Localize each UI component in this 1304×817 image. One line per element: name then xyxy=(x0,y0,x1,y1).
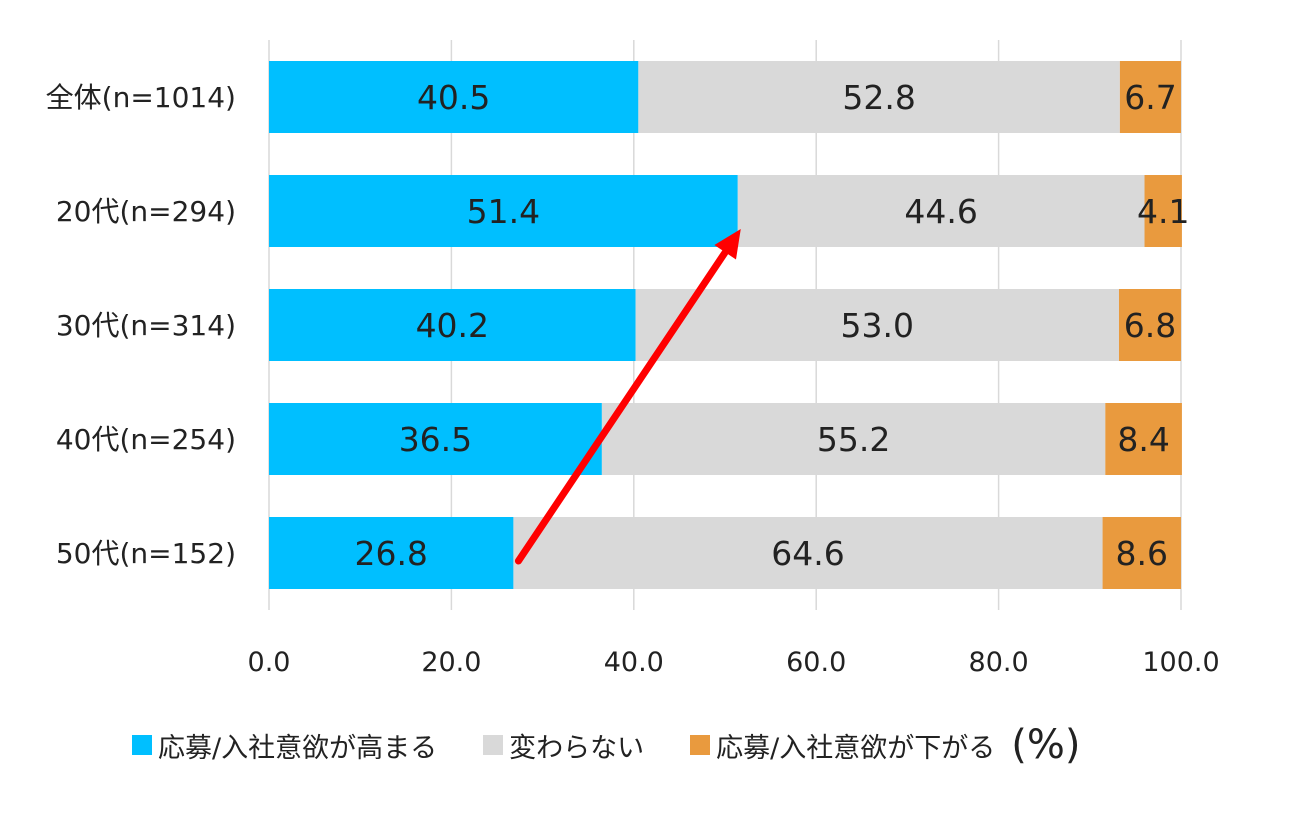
legend-label: 変わらない xyxy=(509,732,645,764)
legend-swatch xyxy=(690,735,711,755)
bar-segment xyxy=(269,175,738,247)
legend-swatch xyxy=(483,735,504,755)
legend-label: 応募/入社意欲が高まる xyxy=(158,732,438,764)
legend: 応募/入社意欲が高まる 変わらない 応募/入社意欲が下がる (%) xyxy=(132,722,1080,768)
data-label: 6.8 xyxy=(1124,306,1176,345)
legend-label: 応募/入社意欲が下がる xyxy=(716,732,996,764)
data-label: 53.0 xyxy=(841,306,914,345)
x-tick-label: 0.0 xyxy=(248,647,291,678)
arrow-head xyxy=(714,229,741,260)
bar-segment xyxy=(635,289,1119,361)
trend-arrow xyxy=(514,229,741,565)
legend-item-rise: 応募/入社意欲が高まる xyxy=(132,726,437,765)
unit-label: (%) xyxy=(1011,722,1081,768)
data-label: 26.8 xyxy=(354,534,427,573)
x-tick-label: 100.0 xyxy=(1142,647,1219,678)
x-tick-label: 20.0 xyxy=(421,647,481,678)
data-label: 40.5 xyxy=(417,78,490,117)
data-label: 8.4 xyxy=(1117,420,1169,459)
bar-segment xyxy=(513,517,1103,589)
category-label: 全体(n=1014) xyxy=(46,81,236,114)
bar-segment xyxy=(1119,61,1181,133)
bar-segment xyxy=(601,403,1106,475)
bar-segment xyxy=(1105,403,1182,475)
legend-item-same: 変わらない xyxy=(483,726,644,765)
data-label: 64.6 xyxy=(771,534,844,573)
arrow-shaft xyxy=(514,248,729,565)
bars-group: 40.5 52.8 6.7 51.4 44.6 4.1 40.2 53.0 6.8 36.5 55.… xyxy=(269,61,1189,589)
bar-segment xyxy=(638,61,1120,133)
bar-segment xyxy=(1118,289,1181,361)
x-tick-label: 60.0 xyxy=(786,647,846,678)
data-label: 40.2 xyxy=(416,306,489,345)
category-label: 50代(n=152) xyxy=(56,537,236,570)
bar-segment xyxy=(737,175,1145,247)
data-label: 36.5 xyxy=(399,420,472,459)
data-label: 52.8 xyxy=(842,78,915,117)
category-labels: 全体(n=1014) 20代(n=294) 30代(n=314) 40代(n=254)… xyxy=(46,81,236,570)
data-label: 4.1 xyxy=(1137,192,1189,231)
data-label: 8.6 xyxy=(1116,534,1168,573)
bar-segment xyxy=(269,289,636,361)
bar-segment xyxy=(1102,517,1181,589)
category-label: 30代(n=314) xyxy=(56,309,236,342)
bar-segment xyxy=(269,403,602,475)
bar-segment xyxy=(269,517,514,589)
data-label: 55.2 xyxy=(817,420,890,459)
x-tick-label: 40.0 xyxy=(604,647,664,678)
data-label: 6.7 xyxy=(1124,78,1176,117)
x-tick-labels: 0.0 20.0 40.0 60.0 80.0 100.0 xyxy=(248,647,1220,678)
legend-swatch xyxy=(132,735,152,755)
category-label: 20代(n=294) xyxy=(56,195,236,228)
legend-item-fall: 応募/入社意欲が下がる xyxy=(690,726,995,765)
data-label: 44.6 xyxy=(904,192,977,231)
bar-segment xyxy=(269,61,639,133)
category-label: 40代(n=254) xyxy=(56,423,236,456)
x-tick-label: 80.0 xyxy=(969,647,1029,678)
bar-segment xyxy=(1144,175,1182,247)
data-label: 51.4 xyxy=(467,192,540,231)
